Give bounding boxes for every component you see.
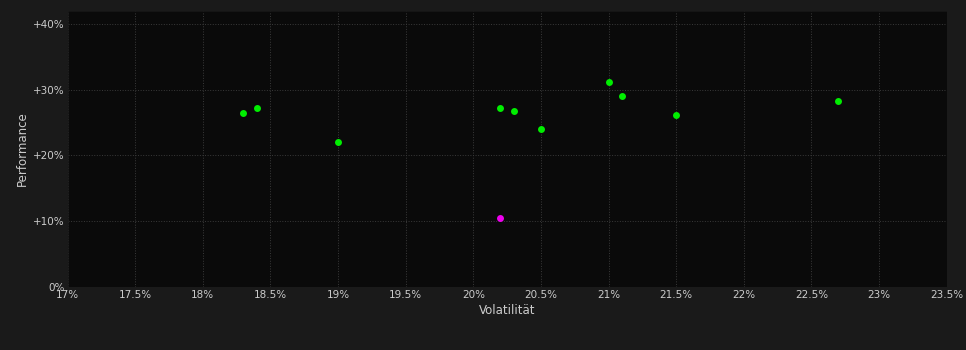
- Point: [236, 110, 251, 116]
- Point: [493, 105, 508, 111]
- Point: [668, 112, 684, 117]
- Point: [493, 215, 508, 221]
- Point: [506, 108, 522, 113]
- Point: [533, 126, 549, 132]
- Point: [330, 139, 346, 145]
- Point: [831, 99, 846, 104]
- X-axis label: Volatilität: Volatilität: [479, 304, 535, 317]
- Point: [249, 105, 265, 111]
- Point: [601, 79, 616, 84]
- Point: [614, 93, 630, 99]
- Y-axis label: Performance: Performance: [16, 111, 29, 186]
